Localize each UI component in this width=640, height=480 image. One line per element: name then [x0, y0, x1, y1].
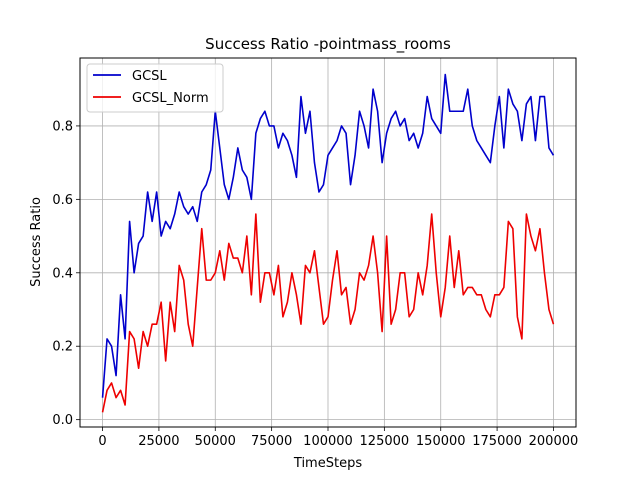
- x-tick-label: 200000: [529, 434, 579, 449]
- x-tick-label: 75000: [251, 434, 292, 449]
- x-tick-label: 25000: [138, 434, 179, 449]
- legend: GCSL GCSL_Norm: [86, 63, 224, 113]
- y-tick-label: 0.0: [52, 413, 73, 428]
- x-tick-label: 100000: [303, 434, 353, 449]
- y-tick-label: 0.2: [52, 340, 73, 355]
- x-tick-label: 0: [98, 434, 106, 449]
- y-tick-label: 0.6: [52, 193, 73, 208]
- series-layer: [101, 73, 555, 413]
- legend-box: [86, 63, 224, 113]
- y-axis-label: Success Ratio: [29, 197, 44, 287]
- legend-label-gcsl-norm: GCSL_Norm: [132, 91, 209, 106]
- chart-title: Success Ratio -pointmass_rooms: [205, 35, 451, 54]
- x-tick-label: 125000: [360, 434, 410, 449]
- legend-label-gcsl: GCSL: [132, 69, 167, 84]
- series-line-gcsl-norm: [101, 213, 555, 413]
- x-tick-label: 175000: [472, 434, 522, 449]
- series-line-gcsl: [101, 73, 555, 398]
- x-axis-ticks: 0 25000 50000 75000 100000 125000 150000 175000…: [98, 427, 578, 449]
- x-tick-label: 150000: [416, 434, 466, 449]
- y-tick-label: 0.4: [52, 266, 73, 281]
- x-tick-label: 50000: [195, 434, 236, 449]
- x-axis-label: TimeSteps: [293, 456, 362, 471]
- y-tick-label: 0.8: [52, 119, 73, 134]
- y-axis-ticks: 0.0 0.2 0.4 0.6 0.8: [52, 119, 80, 428]
